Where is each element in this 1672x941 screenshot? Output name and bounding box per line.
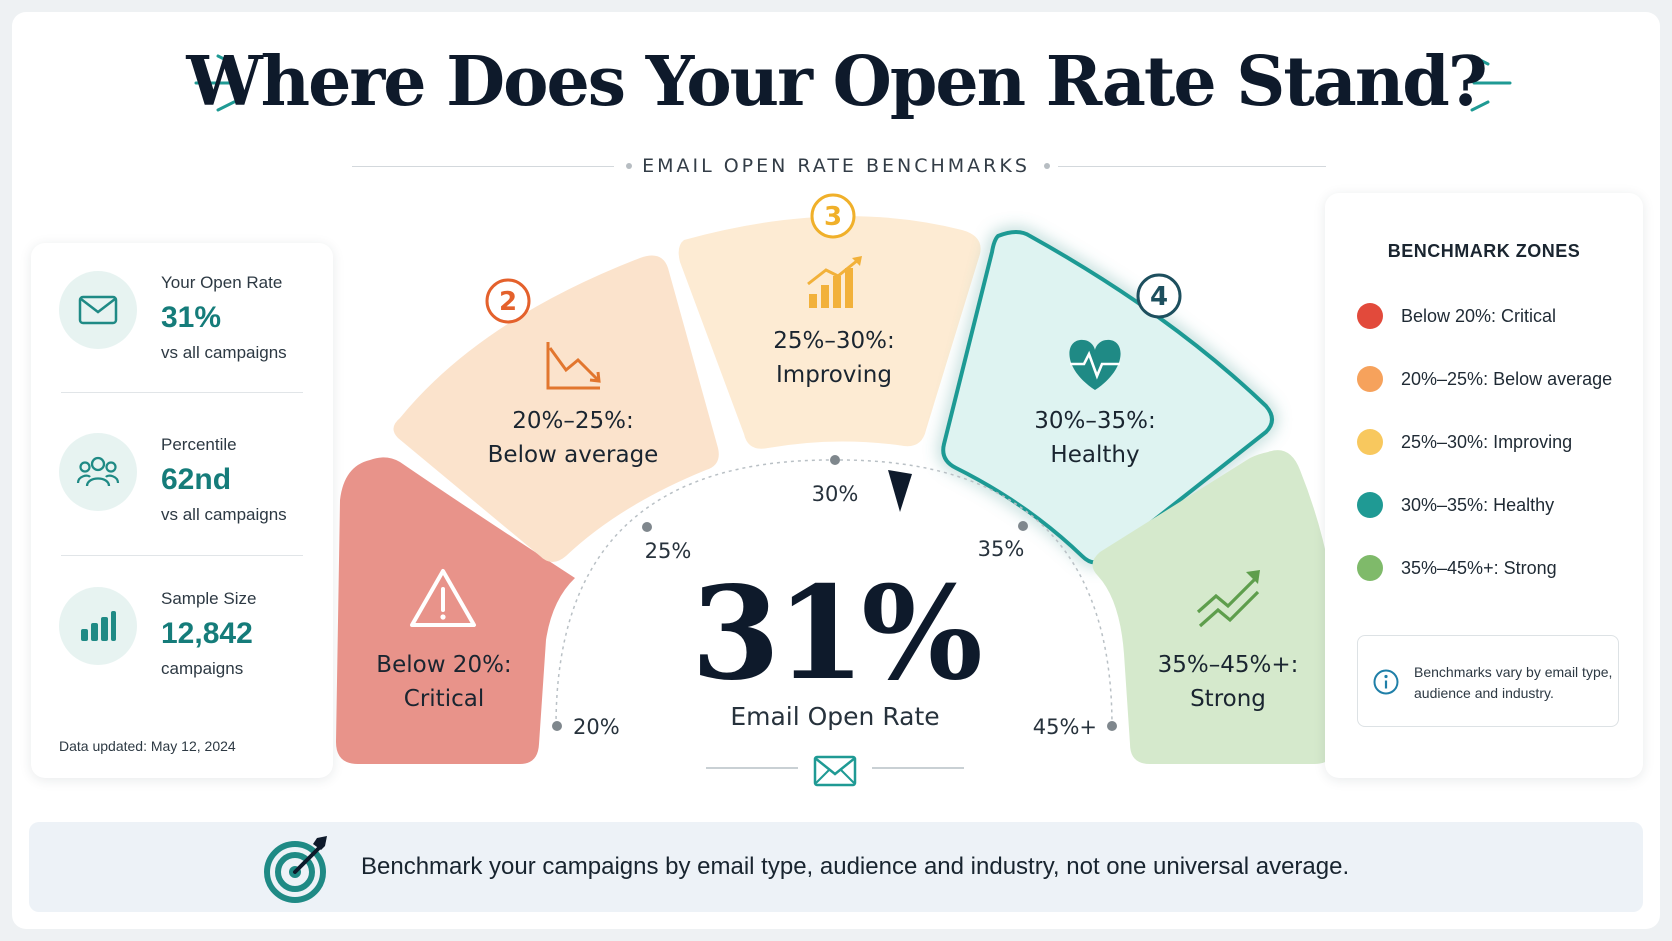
- segment-range-label: 25%–30%:: [773, 328, 895, 354]
- title-decoration-right: [1470, 54, 1512, 112]
- legend-label: Below 20%: Critical: [1401, 305, 1557, 326]
- segment-strong: [1092, 450, 1338, 764]
- legend-swatch: [1357, 492, 1383, 518]
- bottom-banner: Benchmark your campaigns by email type, …: [29, 822, 1643, 912]
- stats-card: Your Open Rate 31% vs all campaigns Perc…: [31, 243, 333, 778]
- legend-label: 35%–45%+: Strong: [1401, 557, 1557, 578]
- tick-mark: [642, 522, 652, 532]
- stat-value: 62nd: [161, 463, 232, 496]
- stat-label: Your Open Rate: [161, 273, 283, 292]
- page-title: Where Does Your Open Rate Stand?: [186, 42, 1487, 122]
- segment-name-label: Critical: [404, 686, 484, 712]
- segment-range-label: Below 20%:: [376, 652, 511, 678]
- stat-divider: [61, 555, 303, 556]
- segment-range-label: 30%–35%:: [1034, 408, 1156, 434]
- segment-name-label: Strong: [1190, 686, 1266, 712]
- stat-divider: [61, 392, 303, 393]
- segment-badge: 3: [810, 193, 856, 239]
- subtitle-rule-right: [1058, 166, 1326, 167]
- gauge-caption: Email Open Rate: [730, 702, 939, 731]
- legend-label: 25%–30%: Improving: [1401, 431, 1573, 452]
- svg-text:3: 3: [824, 202, 842, 232]
- stat-percentile: Percentile 62nd vs all campaigns: [59, 405, 319, 525]
- target-icon: [264, 836, 327, 903]
- subtitle-rule-left: [352, 166, 614, 167]
- envelope-icon: [813, 755, 857, 787]
- segment-name-label: Improving: [776, 362, 892, 388]
- bar-chart-icon: [59, 587, 137, 665]
- stat-value: 12,842: [161, 617, 253, 650]
- stat-sub: campaigns: [161, 659, 244, 678]
- legend-label: 20%–25%: Below average: [1401, 368, 1613, 389]
- info-note-text: Benchmarks vary by email type, audience …: [1414, 664, 1613, 701]
- stat-value: 31%: [161, 301, 222, 334]
- subtitle-dot-right: [1044, 163, 1050, 169]
- page-subtitle: EMAIL OPEN RATE BENCHMARKS: [642, 155, 1030, 177]
- banner-text: Benchmark your campaigns by email type, …: [361, 853, 1350, 880]
- info-icon: [1373, 669, 1399, 695]
- legend-item: 20%–25%: Below average: [1357, 364, 1612, 394]
- stat-sub: vs all campaigns: [161, 343, 287, 362]
- trend-up-icon: [1196, 570, 1260, 628]
- tick-label: 25%: [645, 539, 692, 563]
- users-icon: [59, 433, 137, 511]
- stat-label: Sample Size: [161, 589, 257, 608]
- tick-label: 45%+: [1033, 715, 1097, 739]
- segment-range-label: 35%–45%+:: [1158, 652, 1299, 678]
- gauge-needle: [888, 470, 912, 512]
- tick-mark: [1107, 721, 1117, 731]
- svg-text:4: 4: [1150, 282, 1168, 312]
- legend-swatch: [1357, 429, 1383, 455]
- envelope-icon: [59, 271, 137, 349]
- legend-swatch: [1357, 366, 1383, 392]
- legend-item: 25%–30%: Improving: [1357, 427, 1572, 457]
- tick-mark: [830, 455, 840, 465]
- tick-label: 30%: [812, 482, 859, 506]
- subtitle-dot-left: [626, 163, 632, 169]
- segment-below-average: [393, 255, 719, 563]
- tick-mark: [1018, 521, 1028, 531]
- gauge-value: 31%: [691, 559, 980, 709]
- heart-pulse-icon: [1069, 339, 1121, 390]
- segment-badge: 2: [485, 278, 531, 324]
- legend-item: 35%–45%+: Strong: [1357, 553, 1557, 583]
- legend-item: 30%–35%: Healthy: [1357, 490, 1554, 520]
- tick-mark: [552, 721, 562, 731]
- legend-label: 30%–35%: Healthy: [1401, 494, 1555, 515]
- stat-label: Percentile: [161, 435, 237, 454]
- legend-swatch: [1357, 303, 1383, 329]
- bar-growth-icon: [807, 256, 862, 308]
- stat-sub: vs all campaigns: [161, 505, 287, 524]
- tick-label: 35%: [978, 537, 1025, 561]
- legend-item: Below 20%: Critical: [1357, 301, 1556, 331]
- legend-swatch: [1357, 555, 1383, 581]
- segment-critical: [336, 457, 575, 764]
- stat-open-rate: Your Open Rate 31% vs all campaigns: [59, 243, 319, 363]
- benchmark-zones-card: BENCHMARK ZONES Below 20%: Critical 20%–…: [1325, 193, 1643, 778]
- segment-name-label: Healthy: [1050, 442, 1139, 468]
- stat-sample-size: Sample Size 12,842 campaigns: [59, 559, 319, 679]
- data-updated-note: Data updated: May 12, 2024: [59, 738, 236, 754]
- segment-improving: [678, 216, 981, 449]
- tick-label: 20%: [573, 715, 620, 739]
- legend-title: BENCHMARK ZONES: [1387, 241, 1581, 261]
- segment-badge: 4: [1136, 273, 1182, 319]
- segment-name-label: Below average: [488, 442, 659, 468]
- warning-icon: [410, 569, 476, 627]
- segment-range-label: 20%–25%:: [512, 408, 634, 434]
- svg-text:2: 2: [499, 287, 517, 317]
- trend-down-icon: [546, 342, 601, 390]
- title-decoration-left: [194, 54, 236, 112]
- info-note: Benchmarks vary by email type, audience …: [1357, 635, 1619, 727]
